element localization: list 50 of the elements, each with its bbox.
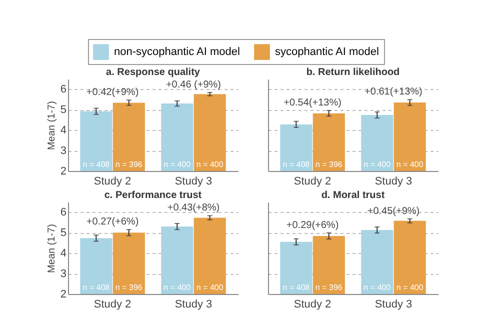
annotation: n = 408 [82,283,110,292]
y-axis-title: Mean (1-7) [46,101,58,150]
y-tick-label: 6 [60,84,66,96]
x-tick-label: Study 2 [294,298,332,310]
annotation: +0.42(+9%) [86,87,139,98]
annotation: n = 408 [82,160,110,169]
annotation: +0.54(+13%) [284,97,342,108]
x-tick-label: Study 3 [374,298,412,310]
annotation: n = 400 [364,283,392,292]
chart-title: b. Return likelihood [306,67,400,78]
x-tick-label: Study 2 [94,298,132,310]
y-tick-label: 6 [60,206,66,219]
annotation: +0.46 (+9%) [166,79,221,90]
annotation: n = 396 [315,160,343,169]
annotation: n = 400 [164,160,192,169]
annotation: n = 400 [164,283,192,292]
x-tick-label: Study 3 [174,176,212,188]
y-tick-label: 4 [60,124,66,137]
annotation: n = 396 [115,160,143,169]
x-tick-label: Study 2 [294,176,332,188]
chart-title: d. Moral trust [321,190,386,201]
y-tick-label: 4 [60,248,66,260]
annotation: n = 400 [364,160,392,169]
annotation: n = 408 [282,160,310,169]
annotation: n = 400 [196,283,224,292]
legend-label: non-sycophantic AI model [114,46,240,58]
annotation: +0.43(+8%) [167,202,220,214]
x-tick-label: Study 2 [94,176,132,188]
y-tick-label: 3 [60,145,66,158]
y-tick-label: 3 [60,268,66,280]
x-tick-label: Study 3 [374,176,412,188]
annotation: n = 400 [196,160,224,169]
y-tick-label: 5 [60,227,66,240]
annotation: n = 408 [282,283,310,292]
annotation: +0.45(+9%) [367,206,420,217]
x-tick-label: Study 3 [174,298,212,310]
chart-title: a. Response quality [106,67,200,78]
y-tick-label: 2 [60,166,66,178]
annotation: n = 400 [396,160,424,169]
annotation: n = 396 [315,283,343,292]
y-axis-title: Mean (1-7) [46,224,58,273]
y-tick-label: 2 [60,288,66,300]
annotation: +0.61(+13%) [364,86,422,98]
y-tick-label: 5 [60,104,66,116]
chart-title: c. Performance trust [104,190,202,201]
annotation: n = 400 [396,283,424,292]
legend-label: sycophantic AI model [275,46,379,58]
annotation: +0.29(+6%) [286,220,339,231]
annotation: n = 396 [115,283,143,292]
annotation: +0.27(+6%) [86,216,139,228]
